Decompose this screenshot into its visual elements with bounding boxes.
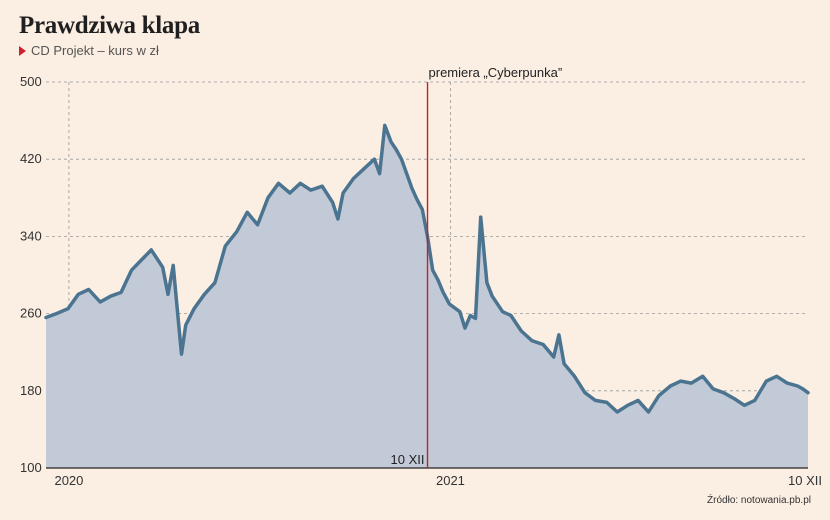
price-line	[44, 123, 810, 414]
release-annotation: premiera „Cyberpunka” 10 XII	[391, 65, 563, 468]
source-note: Źródło: notowania.pb.pl	[707, 495, 811, 506]
x-tick-label: 10 XII	[788, 473, 822, 488]
release-date-label: 10 XII	[391, 452, 425, 467]
x-tick-label: 2020	[54, 473, 83, 488]
x-tick-labels: 2020 2021 10 XII	[54, 473, 822, 488]
chart-title: Prawdziwa klapa	[19, 12, 200, 39]
y-tick-labels: 100 180 260 340 420 500	[20, 74, 42, 475]
subtitle-text: CD Projekt – kurs w zł	[31, 43, 159, 58]
release-label: premiera „Cyberpunka”	[429, 65, 563, 80]
y-tick-label: 100	[20, 460, 42, 475]
chart-subtitle: CD Projekt – kurs w zł	[19, 43, 159, 58]
y-tick-label: 340	[20, 228, 42, 243]
x-tick-label: 2021	[436, 473, 465, 488]
y-tick-label: 420	[20, 151, 42, 166]
triangle-icon	[19, 45, 26, 56]
y-tick-label: 260	[20, 306, 42, 321]
y-tick-label: 500	[20, 74, 42, 89]
y-tick-label: 180	[20, 383, 42, 398]
